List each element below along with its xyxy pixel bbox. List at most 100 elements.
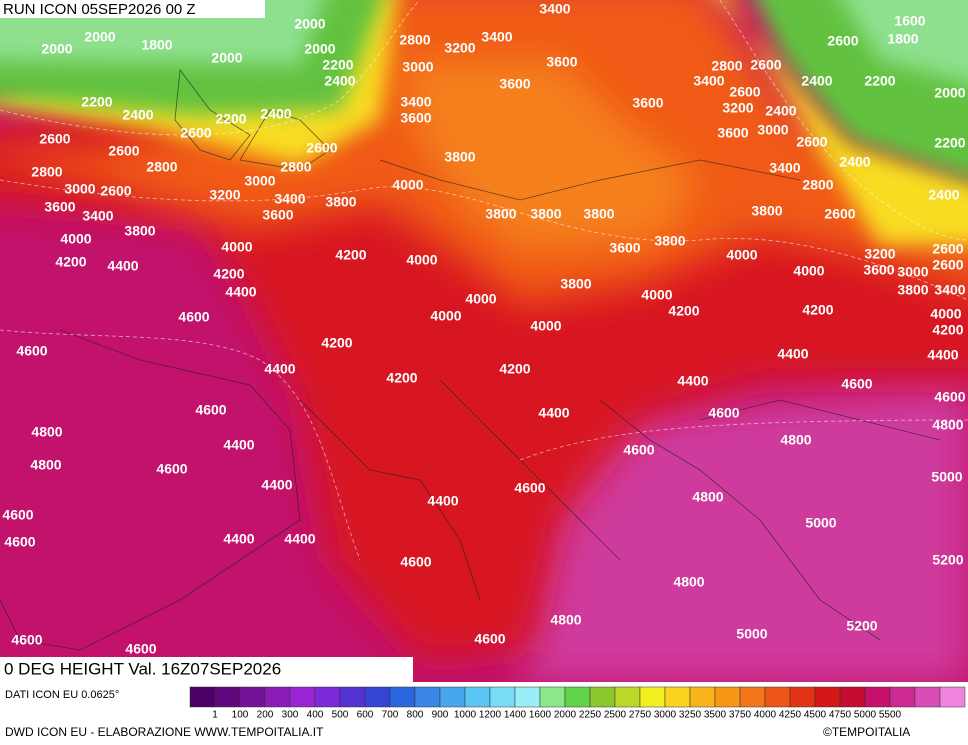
colorbar-label: 500 bbox=[332, 710, 349, 721]
colorbar-swatch bbox=[189, 686, 216, 708]
colorbar-label: 4000 bbox=[754, 710, 777, 721]
colorbar-swatch bbox=[239, 686, 266, 708]
contour-label: 4400 bbox=[927, 347, 958, 363]
contour-label: 2600 bbox=[39, 131, 70, 147]
isolines bbox=[0, 0, 968, 561]
contour-label: 3400 bbox=[539, 1, 570, 17]
contour-label: 4000 bbox=[530, 318, 561, 334]
contour-label: 3600 bbox=[499, 76, 530, 92]
colorbar-label: 1400 bbox=[504, 710, 527, 721]
colorbar-swatch bbox=[314, 686, 341, 708]
contour-label: 4200 bbox=[802, 302, 833, 318]
colorbar-swatch bbox=[664, 686, 691, 708]
contour-label: 2600 bbox=[796, 134, 827, 150]
contour-label: 4200 bbox=[668, 303, 699, 319]
contour-label: 3800 bbox=[530, 206, 561, 222]
contour-label: 2600 bbox=[932, 241, 963, 257]
colorbar-swatch bbox=[289, 686, 316, 708]
colorbar-swatch bbox=[739, 686, 766, 708]
contour-label: 3800 bbox=[485, 206, 516, 222]
contour-label: 4800 bbox=[550, 612, 581, 628]
contour-label: 3400 bbox=[400, 94, 431, 110]
contour-label: 3000 bbox=[757, 122, 788, 138]
contour-label: 3200 bbox=[444, 40, 475, 56]
colorbar-label: 3750 bbox=[729, 710, 752, 721]
contour-label: 2200 bbox=[322, 57, 353, 73]
colorbar-swatch bbox=[614, 686, 641, 708]
contour-label: 5000 bbox=[736, 626, 767, 642]
colorbar-label: 700 bbox=[382, 710, 399, 721]
colorbar-swatch bbox=[264, 686, 291, 708]
contour-label: 4200 bbox=[499, 361, 530, 377]
contour-label: 2600 bbox=[100, 183, 131, 199]
contour-label: 1600 bbox=[894, 13, 925, 29]
contour-label: 3400 bbox=[769, 160, 800, 176]
contour-label: 4200 bbox=[213, 266, 244, 282]
contour-label: 4800 bbox=[673, 574, 704, 590]
colorbar-swatch bbox=[339, 686, 366, 708]
contour-label: 2600 bbox=[932, 257, 963, 273]
contour-label: 3600 bbox=[863, 262, 894, 278]
contour-label: 4600 bbox=[156, 461, 187, 477]
contour-label: 4600 bbox=[125, 641, 156, 657]
contour-label: 3000 bbox=[897, 264, 928, 280]
contour-label: 3200 bbox=[209, 187, 240, 203]
contour-label: 4400 bbox=[225, 284, 256, 300]
colorbar-swatch bbox=[939, 686, 966, 708]
contour-label: 4600 bbox=[708, 405, 739, 421]
contour-label: 4400 bbox=[284, 531, 315, 547]
contour-label: 4400 bbox=[538, 405, 569, 421]
colorbar-label: 800 bbox=[407, 710, 424, 721]
contour-label: 2000 bbox=[211, 50, 242, 66]
contour-label: 4600 bbox=[474, 631, 505, 647]
contour-label: 5000 bbox=[931, 469, 962, 485]
contour-label: 2200 bbox=[215, 111, 246, 127]
contour-label: 2600 bbox=[180, 125, 211, 141]
contour-label: 2600 bbox=[108, 143, 139, 159]
contour-label: 2600 bbox=[729, 84, 760, 100]
contour-label: 2000 bbox=[84, 29, 115, 45]
colorbar-label: 3250 bbox=[679, 710, 702, 721]
contour-label: 4400 bbox=[223, 531, 254, 547]
contour-label: 3400 bbox=[481, 29, 512, 45]
colorbar-swatch bbox=[364, 686, 391, 708]
contour-label: 3800 bbox=[654, 233, 685, 249]
contour-label: 1800 bbox=[887, 31, 918, 47]
contour-label: 4000 bbox=[221, 239, 252, 255]
contour-label: 2800 bbox=[146, 159, 177, 175]
colorbar-label: 4500 bbox=[804, 710, 827, 721]
contour-label: 4600 bbox=[934, 389, 965, 405]
contour-label: 4600 bbox=[16, 343, 47, 359]
contour-label: 2600 bbox=[827, 33, 858, 49]
contour-label: 3600 bbox=[546, 54, 577, 70]
contour-label: 4000 bbox=[406, 252, 437, 268]
contour-label: 1800 bbox=[141, 37, 172, 53]
contour-label: 4200 bbox=[932, 322, 963, 338]
contour-label: 3800 bbox=[444, 149, 475, 165]
contour-label: 4600 bbox=[11, 632, 42, 648]
contour-label: 4000 bbox=[726, 247, 757, 263]
contour-label: 4800 bbox=[692, 489, 723, 505]
colorbar-swatch bbox=[514, 686, 541, 708]
contour-label: 4200 bbox=[335, 247, 366, 263]
contour-label: 3400 bbox=[82, 208, 113, 224]
colorbar-swatch bbox=[389, 686, 416, 708]
colorbar-label: 400 bbox=[307, 710, 324, 721]
contour-label: 4000 bbox=[430, 308, 461, 324]
contour-label: 2600 bbox=[306, 140, 337, 156]
colorbar-label: 1 bbox=[212, 710, 218, 721]
contour-label: 4600 bbox=[623, 442, 654, 458]
contour-label: 4200 bbox=[386, 370, 417, 386]
colorbar-swatch bbox=[814, 686, 841, 708]
contour-label: 3000 bbox=[64, 181, 95, 197]
source-label: DATI ICON EU 0.0625° bbox=[5, 689, 119, 701]
contour-label: 4400 bbox=[261, 477, 292, 493]
contour-label: 4600 bbox=[4, 534, 35, 550]
contour-label: 4600 bbox=[195, 402, 226, 418]
colorbar-label: 1000 bbox=[454, 710, 477, 721]
contour-label: 4600 bbox=[514, 480, 545, 496]
contour-label: 4000 bbox=[930, 306, 961, 322]
contour-label: 2600 bbox=[824, 206, 855, 222]
